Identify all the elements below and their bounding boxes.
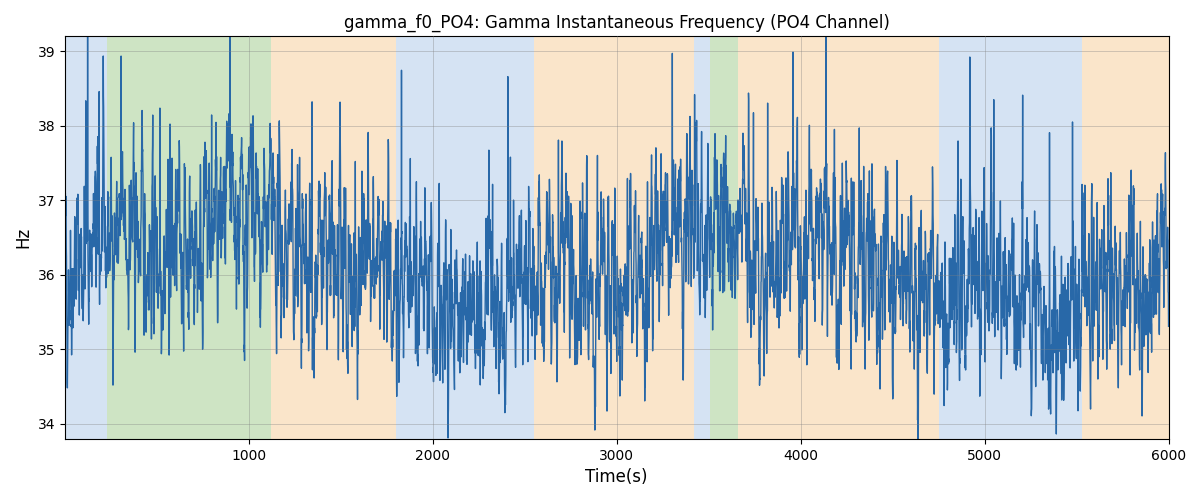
Y-axis label: Hz: Hz	[14, 227, 32, 248]
Bar	[396, 36, 534, 439]
X-axis label: Time(s): Time(s)	[586, 468, 648, 486]
Bar	[710, 36, 738, 439]
Bar	[107, 36, 271, 439]
Bar	[938, 36, 1082, 439]
Bar	[534, 36, 694, 439]
Bar	[271, 36, 396, 439]
Bar	[694, 36, 710, 439]
Bar	[65, 36, 107, 439]
Bar	[738, 36, 938, 439]
Title: gamma_f0_PO4: Gamma Instantaneous Frequency (PO4 Channel): gamma_f0_PO4: Gamma Instantaneous Freque…	[343, 14, 889, 32]
Bar	[1082, 36, 1169, 439]
